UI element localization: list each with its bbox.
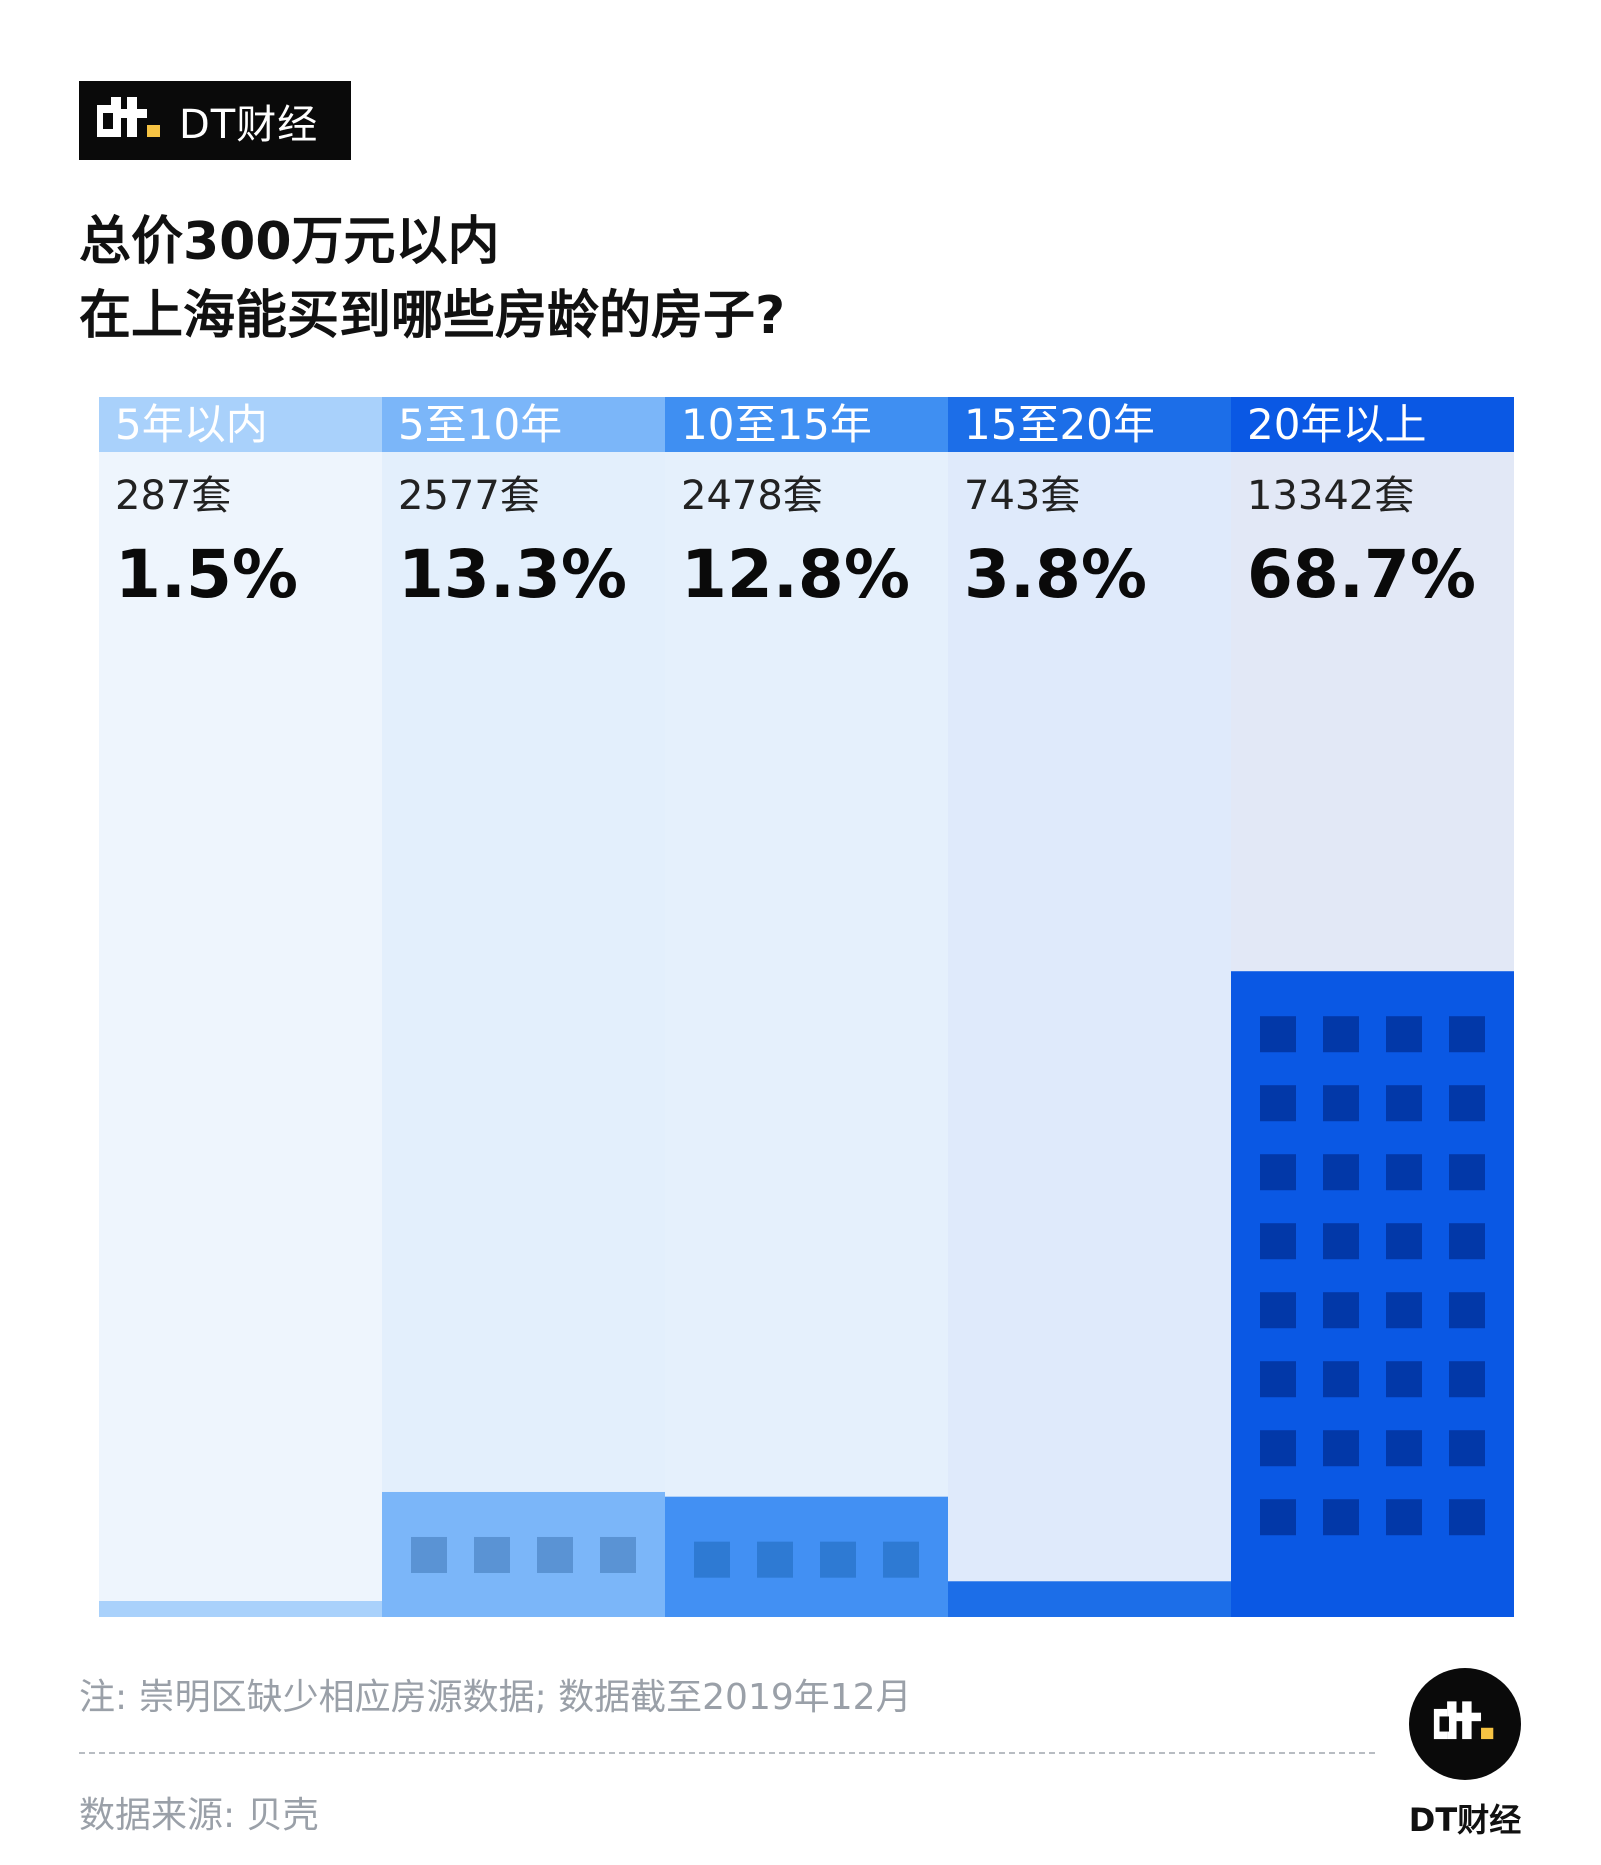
building-window (883, 1541, 919, 1578)
dt-logo-icon (97, 96, 160, 137)
building-window (537, 1536, 573, 1573)
building-window (694, 1541, 730, 1578)
building-window (1386, 1016, 1422, 1053)
building-window (600, 1536, 636, 1573)
footer-divider (79, 1752, 1375, 1754)
building-window (1449, 1430, 1485, 1467)
building-window (411, 1536, 447, 1573)
category-label: 20年以上 (1247, 400, 1426, 449)
footnote: 注: 崇明区缺少相应房源数据; 数据截至2019年12月 (79, 1677, 912, 1718)
page-title: 总价300万元以内 在上海能买到哪些房龄的房子? (79, 205, 785, 353)
category-label: 10至15年 (681, 400, 872, 449)
percentage-label: 12.8% (681, 536, 910, 613)
building-window (1449, 1016, 1485, 1053)
title-line-1: 总价300万元以内 (79, 212, 500, 272)
building-window (1323, 1016, 1359, 1053)
column-background (948, 397, 1231, 1617)
building-window (1323, 1292, 1359, 1329)
building-window (1386, 1154, 1422, 1191)
round-dt-logo-icon (1409, 1668, 1521, 1780)
column-background (99, 397, 382, 1617)
brand-name: DT财经 (179, 101, 319, 148)
building-window (1386, 1223, 1422, 1260)
unit-count-label: 287套 (115, 473, 231, 519)
category-label: 5年以内 (115, 400, 268, 449)
building-window (1323, 1361, 1359, 1398)
building-window (1386, 1292, 1422, 1329)
data-source: 数据来源: 贝壳 (79, 1795, 319, 1836)
column-header (99, 397, 382, 452)
column-background (665, 397, 948, 1617)
footer-brand-name: DT财经 (1408, 1801, 1522, 1839)
building-window (1449, 1154, 1485, 1191)
building-window (1323, 1223, 1359, 1260)
building-window (1323, 1499, 1359, 1536)
building-window (1260, 1223, 1296, 1260)
title-line-2: 在上海能买到哪些房龄的房子? (79, 286, 786, 346)
building-window (1260, 1085, 1296, 1122)
building-window (1449, 1361, 1485, 1398)
percentage-label: 3.8% (964, 536, 1147, 613)
building-window (1323, 1085, 1359, 1122)
building-window (1386, 1430, 1422, 1467)
building-window (474, 1536, 510, 1573)
bar (99, 1601, 382, 1617)
building-window (820, 1541, 856, 1578)
category-label: 15至20年 (964, 400, 1155, 449)
column-background (382, 397, 665, 1617)
bar (948, 1581, 1231, 1617)
building-window (1260, 1499, 1296, 1536)
column-header (1231, 397, 1514, 452)
percentage-label: 1.5% (115, 536, 298, 613)
building-window (1323, 1154, 1359, 1191)
percentage-label: 68.7% (1247, 536, 1476, 613)
building-window (1260, 1016, 1296, 1053)
building-window (1449, 1292, 1485, 1329)
dt-mark-icon (1433, 1701, 1494, 1740)
building-window (1323, 1430, 1359, 1467)
unit-count-label: 13342套 (1247, 473, 1414, 519)
building-window (1449, 1223, 1485, 1260)
building-window (1386, 1499, 1422, 1536)
building-window (1260, 1292, 1296, 1329)
percentage-label: 13.3% (398, 536, 627, 613)
building-window (1386, 1361, 1422, 1398)
building-window (1386, 1085, 1422, 1122)
building-window (757, 1541, 793, 1578)
column-header (665, 397, 948, 452)
column-header (382, 397, 665, 452)
building-window (1260, 1154, 1296, 1191)
unit-count-label: 2478套 (681, 473, 823, 519)
unit-count-label: 743套 (964, 473, 1080, 519)
unit-count-label: 2577套 (398, 473, 540, 519)
building-window (1449, 1499, 1485, 1536)
category-label: 5至10年 (398, 400, 562, 449)
column-header (948, 397, 1231, 452)
brand-logo: DT财经 (79, 81, 351, 160)
building-window (1449, 1085, 1485, 1122)
building-window (1260, 1361, 1296, 1398)
building-window (1260, 1430, 1296, 1467)
